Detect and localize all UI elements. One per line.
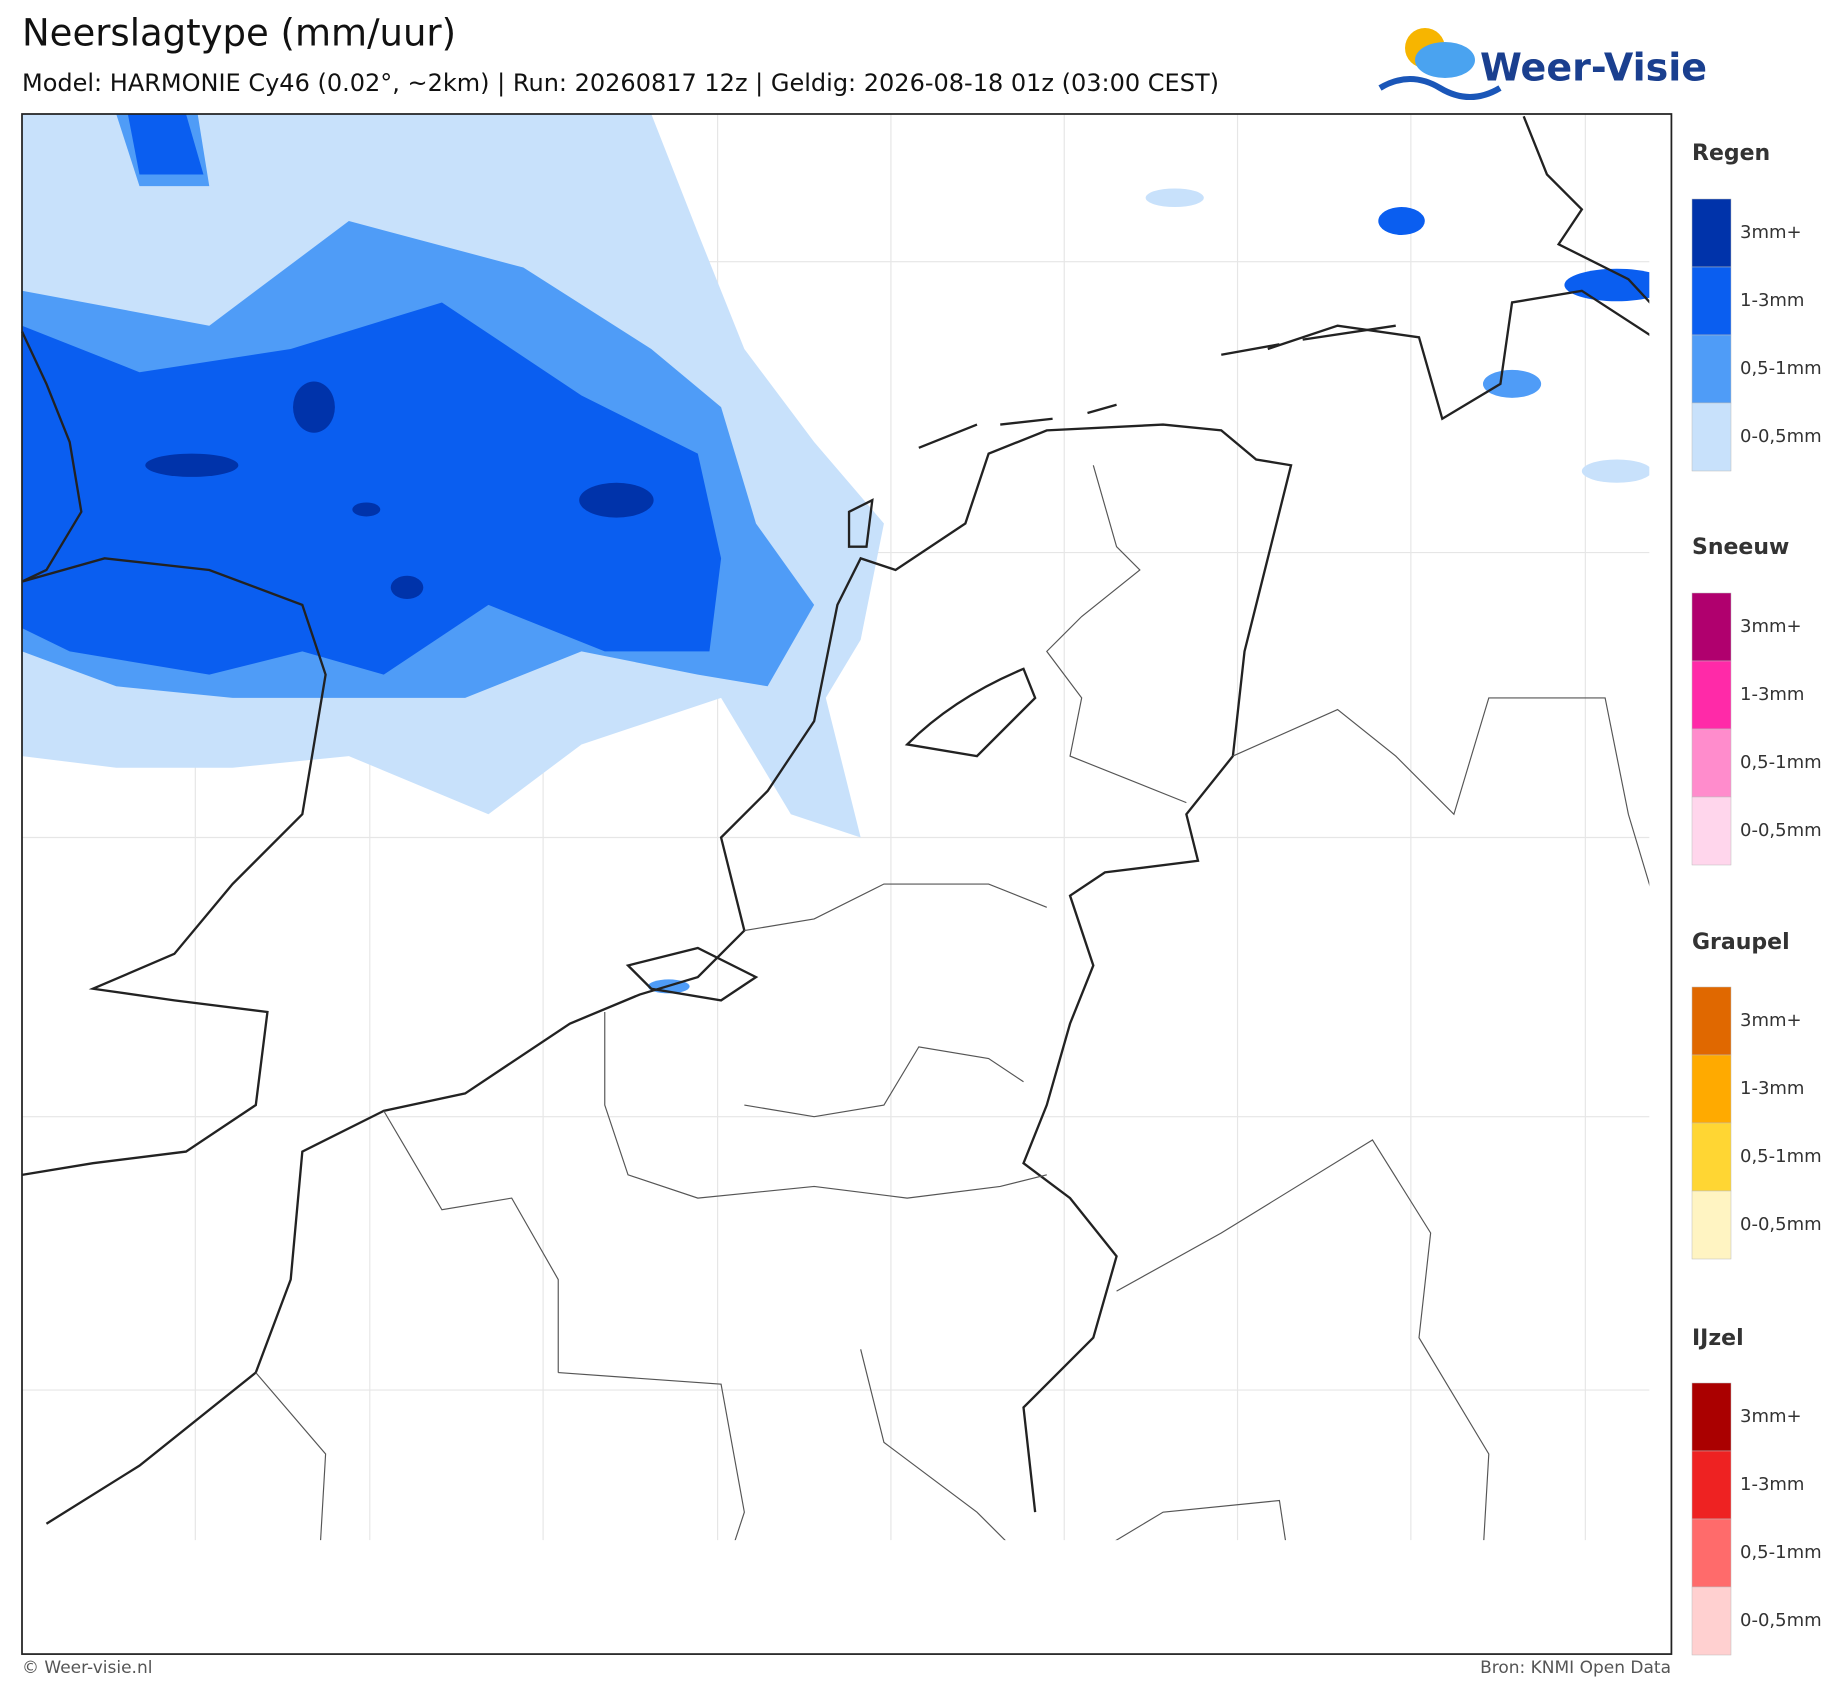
legend-title: Graupel (1692, 930, 1790, 955)
legend-swatch (1691, 1382, 1732, 1452)
legend-label: 1-3mm (1740, 684, 1804, 705)
legend-label: 0-0,5mm (1740, 426, 1822, 447)
legend-title: Regen (1692, 141, 1770, 166)
legend-swatch (1691, 1586, 1732, 1656)
logo-text: Weer-Visie (1480, 46, 1707, 90)
footer-right: Bron: KNMI Open Data (1480, 1658, 1671, 1678)
subtitle: Model: HARMONIE Cy46 (0.02°, ~2km) | Run… (22, 69, 1219, 97)
legend-label: 1-3mm (1740, 290, 1804, 311)
borders (255, 465, 1650, 1541)
logo-wave (1378, 76, 1502, 100)
legend-swatch (1691, 796, 1732, 866)
legend-swatch (1691, 660, 1732, 730)
legend-label: 1-3mm (1740, 1474, 1804, 1495)
logo-cloud (1415, 42, 1475, 78)
legend-label: 0,5-1mm (1740, 1542, 1822, 1563)
legend-swatch (1691, 1190, 1732, 1260)
legend: Regen 3mm+ 1-3mm 0,5-1mm 0-0,5mm Sneeuw 3mm+ 1-… (1691, 141, 1822, 1656)
legend-swatch (1691, 986, 1732, 1056)
legend-swatch (1691, 592, 1732, 662)
map-frame (21, 113, 1673, 1655)
legend-swatch (1691, 198, 1732, 268)
legend-swatch (1691, 266, 1732, 336)
legend-label: 0-0,5mm (1740, 1214, 1822, 1235)
legend-title: IJzel (1692, 1326, 1744, 1351)
title: Neerslagtype (mm/uur) (22, 12, 456, 55)
legend-label: 0-0,5mm (1740, 820, 1822, 841)
legend-label: 3mm+ (1740, 222, 1802, 243)
legend-swatch (1691, 334, 1732, 404)
legend-swatch (1691, 1518, 1732, 1588)
legend-label: 1-3mm (1740, 1078, 1804, 1099)
map (20, 113, 1673, 1655)
logo: Weer-Visie (1378, 28, 1707, 100)
legend-label: 0,5-1mm (1740, 1146, 1822, 1167)
legend-label: 3mm+ (1740, 616, 1802, 637)
legend-label: 3mm+ (1740, 1406, 1802, 1427)
legend-title: Sneeuw (1692, 535, 1789, 560)
footer-left: © Weer-visie.nl (22, 1658, 152, 1678)
legend-label: 0,5-1mm (1740, 752, 1822, 773)
coastlines (20, 115, 1650, 1525)
legend-swatch (1691, 402, 1732, 472)
precipitation (22, 114, 1650, 994)
legend-swatch (1691, 1122, 1732, 1192)
legend-label: 0-0,5mm (1740, 1610, 1822, 1631)
legend-swatch (1691, 1054, 1732, 1124)
legend-swatch (1691, 728, 1732, 798)
legend-swatch (1691, 1450, 1732, 1520)
legend-label: 0,5-1mm (1740, 358, 1822, 379)
legend-label: 3mm+ (1740, 1010, 1802, 1031)
